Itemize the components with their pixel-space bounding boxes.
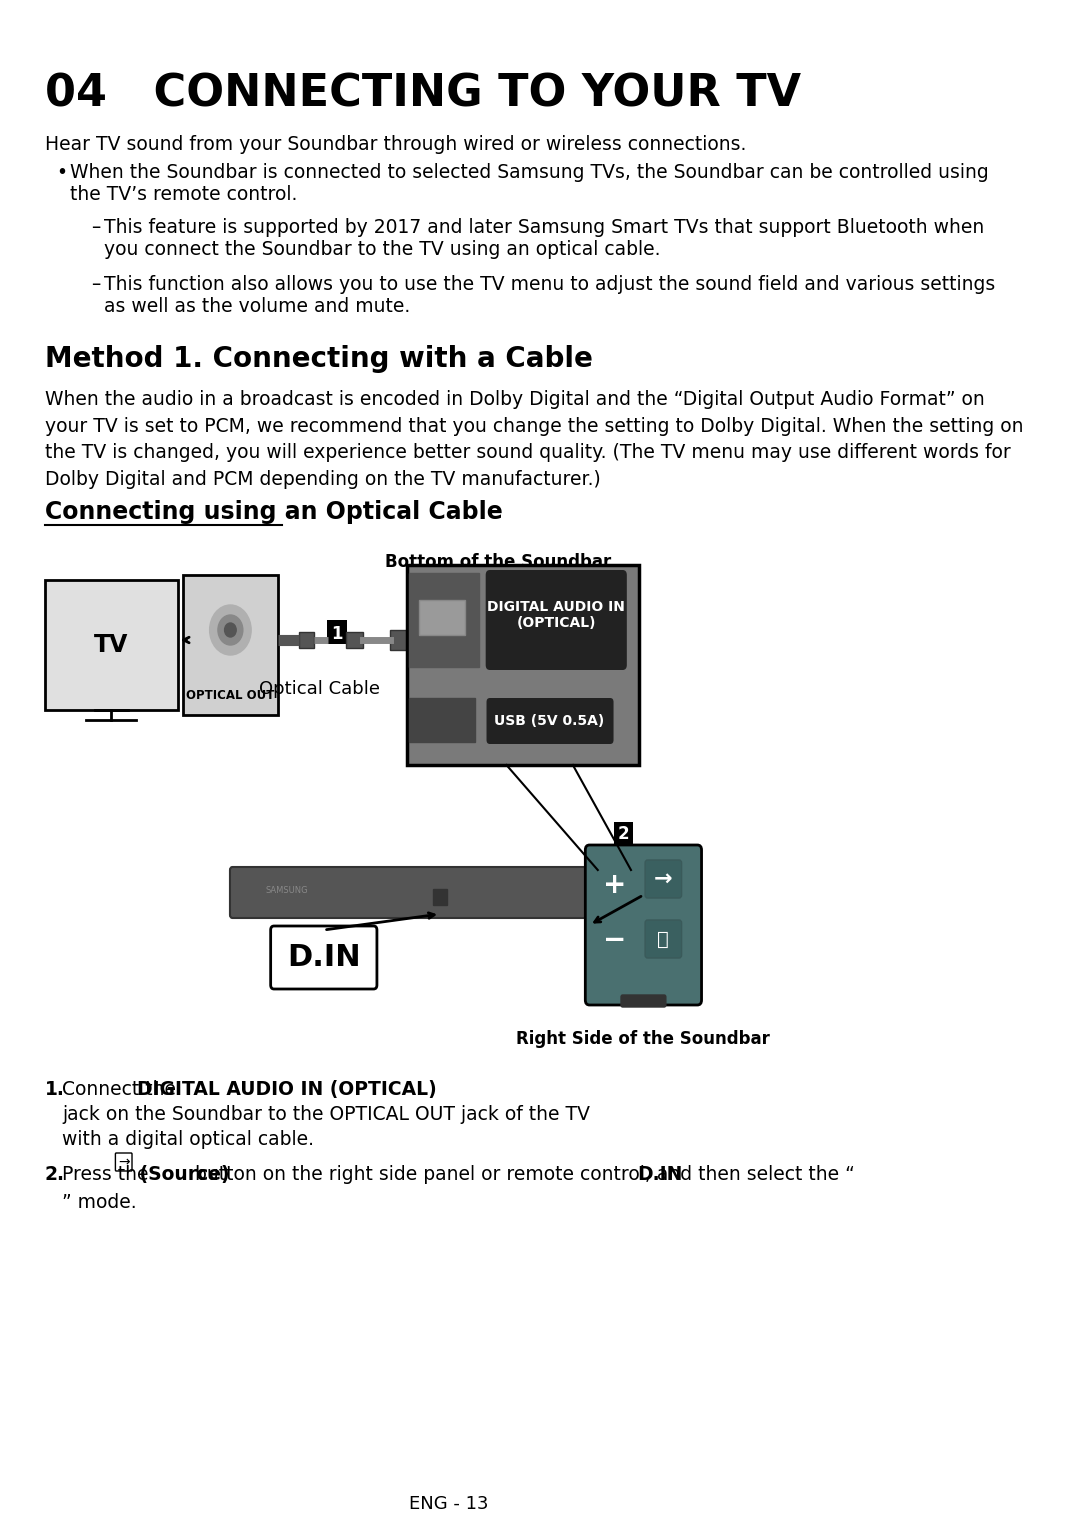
Text: –: – <box>92 218 100 237</box>
Text: DIGITAL AUDIO IN (OPTICAL): DIGITAL AUDIO IN (OPTICAL) <box>137 1080 436 1098</box>
Text: →: → <box>654 869 673 889</box>
FancyBboxPatch shape <box>419 601 464 634</box>
Text: Connect the: Connect the <box>63 1080 183 1098</box>
Text: jack on the Soundbar to the OPTICAL OUT jack of the TV: jack on the Soundbar to the OPTICAL OUT … <box>63 1105 591 1124</box>
Text: 1.: 1. <box>45 1080 65 1098</box>
Text: Method 1. Connecting with a Cable: Method 1. Connecting with a Cable <box>45 345 593 372</box>
FancyBboxPatch shape <box>433 889 447 905</box>
Text: This function also allows you to use the TV menu to adjust the sound field and v: This function also allows you to use the… <box>104 276 995 316</box>
FancyBboxPatch shape <box>409 573 480 666</box>
Text: 04   CONNECTING TO YOUR TV: 04 CONNECTING TO YOUR TV <box>45 72 801 115</box>
Text: 2: 2 <box>618 826 630 843</box>
Text: +: + <box>603 872 626 899</box>
FancyBboxPatch shape <box>390 630 408 650</box>
Text: OPTICAL OUT: OPTICAL OUT <box>186 688 274 702</box>
FancyBboxPatch shape <box>409 699 475 741</box>
Text: When the Soundbar is connected to selected Samsung TVs, the Soundbar can be cont: When the Soundbar is connected to select… <box>70 162 988 204</box>
Text: When the audio in a broadcast is encoded in Dolby Digital and the “Digital Outpu: When the audio in a broadcast is encoded… <box>45 391 1024 489</box>
FancyBboxPatch shape <box>116 1154 132 1170</box>
Text: Connecting using an Optical Cable: Connecting using an Optical Cable <box>45 499 502 524</box>
Text: TV: TV <box>94 633 129 657</box>
Circle shape <box>225 624 237 637</box>
Text: ⏻: ⏻ <box>658 930 670 948</box>
FancyBboxPatch shape <box>645 921 681 958</box>
Text: Optical Cable: Optical Cable <box>259 680 380 699</box>
Text: –: – <box>92 276 100 294</box>
FancyBboxPatch shape <box>347 633 363 648</box>
FancyBboxPatch shape <box>645 859 681 898</box>
Text: 1: 1 <box>332 625 342 643</box>
Text: →: → <box>118 1155 130 1169</box>
FancyBboxPatch shape <box>45 581 178 709</box>
Text: D.IN: D.IN <box>287 944 361 971</box>
FancyBboxPatch shape <box>613 823 634 846</box>
FancyBboxPatch shape <box>486 699 613 745</box>
Text: (Source): (Source) <box>133 1164 229 1184</box>
FancyBboxPatch shape <box>299 633 314 648</box>
Circle shape <box>218 614 243 645</box>
Text: −: − <box>603 925 626 954</box>
Text: SAMSUNG: SAMSUNG <box>266 885 308 895</box>
FancyBboxPatch shape <box>327 620 347 643</box>
FancyBboxPatch shape <box>183 574 279 715</box>
Text: Hear TV sound from your Soundbar through wired or wireless connections.: Hear TV sound from your Soundbar through… <box>45 135 746 155</box>
Text: with a digital optical cable.: with a digital optical cable. <box>63 1131 314 1149</box>
FancyBboxPatch shape <box>230 867 650 918</box>
Text: button on the right side panel or remote control, and then select the “: button on the right side panel or remote… <box>189 1164 854 1184</box>
Text: D.IN: D.IN <box>637 1164 683 1184</box>
Circle shape <box>210 605 252 656</box>
Text: •: • <box>56 162 68 182</box>
FancyBboxPatch shape <box>585 846 702 1005</box>
Text: Right Side of the Soundbar: Right Side of the Soundbar <box>516 1030 770 1048</box>
Text: Press the: Press the <box>63 1164 154 1184</box>
Text: DIGITAL AUDIO IN
(OPTICAL): DIGITAL AUDIO IN (OPTICAL) <box>487 601 625 630</box>
FancyBboxPatch shape <box>621 994 666 1007</box>
Text: This feature is supported by 2017 and later Samsung Smart TVs that support Bluet: This feature is supported by 2017 and la… <box>104 218 984 259</box>
FancyBboxPatch shape <box>271 925 377 990</box>
Text: USB (5V 0.5A): USB (5V 0.5A) <box>495 714 605 728</box>
FancyBboxPatch shape <box>407 565 639 764</box>
Text: 2.: 2. <box>45 1164 65 1184</box>
Text: Bottom of the Soundbar: Bottom of the Soundbar <box>384 553 611 571</box>
FancyBboxPatch shape <box>486 570 626 669</box>
Text: ENG - 13: ENG - 13 <box>408 1495 488 1514</box>
Text: ” mode.: ” mode. <box>63 1193 137 1212</box>
